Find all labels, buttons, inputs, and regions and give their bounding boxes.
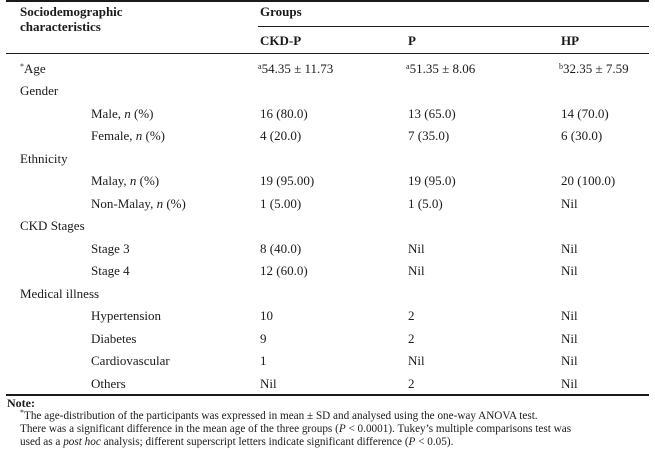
cell-cardiovascular-hp: Nil — [561, 353, 578, 368]
cell-age-hp: b32.35 ± 7.59 — [559, 61, 629, 76]
cell-diabetes-hp: Nil — [561, 331, 578, 346]
cell-malay-hp: 20 (100.0) — [561, 173, 616, 188]
header-characteristics-line2: characteristics — [20, 19, 101, 34]
cell-hypertension-hp: Nil — [561, 308, 578, 323]
cell-diabetes-p: 2 — [408, 331, 415, 346]
row-label-age: *Age — [20, 61, 46, 76]
cell-stage3-hp: Nil — [561, 241, 578, 256]
cell-hypertension-p: 2 — [408, 308, 415, 323]
note-line-2: There was a significant difference in th… — [20, 423, 572, 435]
cell-non-malay-hp: Nil — [561, 196, 578, 211]
groups-rule — [258, 26, 649, 27]
row-label-others: Others — [91, 376, 126, 391]
cell-malay-p: 19 (95.0) — [408, 173, 456, 188]
cell-male-p: 13 (65.0) — [408, 106, 456, 121]
cell-hypertension-ckdp: 10 — [260, 308, 273, 323]
cell-non-malay-p: 1 (5.0) — [408, 196, 443, 211]
header-rule — [6, 53, 649, 54]
note-line-1: *The age-distribution of the participant… — [20, 408, 538, 423]
cell-male-ckdp: 16 (80.0) — [260, 106, 308, 121]
cell-stage4-p: Nil — [408, 263, 425, 278]
header-groups: Groups — [260, 4, 302, 19]
row-label-cardiovascular: Cardiovascular — [91, 353, 170, 368]
section-gender: Gender — [20, 83, 59, 98]
bottom-rule — [6, 394, 649, 396]
cell-stage4-ckdp: 12 (60.0) — [260, 263, 308, 278]
cell-malay-ckdp: 19 (95.00) — [260, 173, 315, 188]
row-label-diabetes: Diabetes — [91, 331, 137, 346]
cell-cardiovascular-p: Nil — [408, 353, 425, 368]
header-col-p: P — [408, 33, 416, 48]
cell-cardiovascular-ckdp: 1 — [260, 353, 267, 368]
cell-non-malay-ckdp: 1 (5.00) — [260, 196, 302, 211]
row-label-hypertension: Hypertension — [91, 308, 162, 323]
header-col-ckdp: CKD-P — [260, 33, 302, 48]
note-line-3: used as a post hoc analysis; different s… — [20, 436, 454, 448]
cell-others-ckdp: Nil — [260, 376, 277, 391]
header-characteristics-line1: Sociodemographic — [20, 4, 123, 19]
cell-others-p: 2 — [408, 376, 415, 391]
cell-age-p: a51.35 ± 8.06 — [406, 61, 476, 76]
section-medical-illness: Medical illness — [20, 286, 100, 301]
cell-others-hp: Nil — [561, 376, 578, 391]
cell-diabetes-ckdp: 9 — [260, 331, 267, 346]
row-label-male: Male, n (%) — [91, 106, 154, 121]
cell-stage3-ckdp: 8 (40.0) — [260, 241, 302, 256]
section-ckd-stages: CKD Stages — [20, 218, 85, 233]
top-rule — [6, 0, 649, 2]
cell-stage3-p: Nil — [408, 241, 425, 256]
cell-age-ckdp: a54.35 ± 11.73 — [258, 61, 334, 76]
header-col-hp: HP — [561, 33, 580, 48]
section-ethnicity: Ethnicity — [20, 151, 68, 166]
cell-female-ckdp: 4 (20.0) — [260, 128, 302, 143]
row-label-stage3: Stage 3 — [91, 241, 130, 256]
note-title: Note: — [7, 396, 35, 410]
cell-female-hp: 6 (30.0) — [561, 128, 603, 143]
cell-stage4-hp: Nil — [561, 263, 578, 278]
row-label-stage4: Stage 4 — [91, 263, 130, 278]
row-label-non-malay: Non-Malay, n (%) — [91, 196, 186, 211]
row-label-female: Female, n (%) — [91, 128, 166, 143]
cell-male-hp: 14 (70.0) — [561, 106, 609, 121]
row-label-malay: Malay, n (%) — [91, 173, 160, 188]
cell-female-p: 7 (35.0) — [408, 128, 450, 143]
